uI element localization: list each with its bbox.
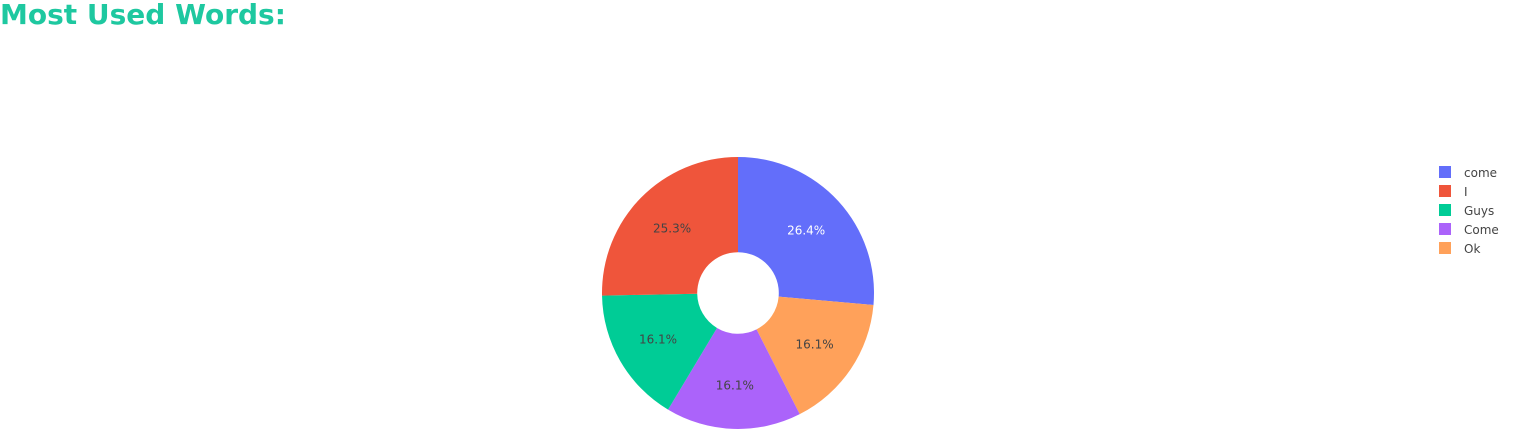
legend-label-come-0: come (1464, 166, 1497, 180)
legend-item-come-0[interactable]: come (1439, 166, 1497, 180)
pie-slice-label-come-0: 26.4% (787, 224, 825, 238)
legend-item-i-1[interactable]: I (1439, 185, 1468, 199)
legend-item-ok-4[interactable]: Ok (1439, 242, 1480, 256)
legend-swatch-guys-2 (1439, 204, 1451, 216)
legend-label-ok-4: Ok (1464, 242, 1480, 256)
pie-slice-guys-2[interactable] (602, 293, 718, 410)
pie-slice-ok-4[interactable] (756, 296, 874, 415)
legend-label-guys-2: Guys (1464, 204, 1494, 218)
legend-swatch-i-1 (1439, 185, 1451, 197)
pie-slice-label-come-3: 16.1% (716, 378, 754, 392)
pie-slice-labels: 26.4% 16.1% 16.1% 16.1% 25.3% (639, 221, 834, 392)
pie-slice-come-3[interactable] (668, 327, 800, 430)
legend-swatch-come-3 (1439, 223, 1451, 235)
legend-swatch-ok-4 (1439, 242, 1451, 254)
page-title: Most Used Words: (0, 0, 286, 31)
legend: come I Guys Come Ok (1439, 166, 1499, 256)
pie-slice-label-i-1: 25.3% (653, 221, 691, 235)
pie-slice-label-guys-2: 16.1% (639, 332, 677, 346)
legend-label-i-1: I (1464, 185, 1468, 199)
legend-item-guys-2[interactable]: Guys (1439, 204, 1494, 218)
pie-slice-come-0[interactable] (738, 157, 874, 305)
legend-label-come-3: Come (1464, 223, 1499, 237)
pie-slice-label-ok-4: 16.1% (796, 338, 834, 352)
legend-swatch-come-0 (1439, 166, 1451, 178)
legend-item-come-3[interactable]: Come (1439, 223, 1499, 237)
pie-slice-i-1[interactable] (602, 157, 738, 296)
pie-slices (602, 157, 874, 430)
